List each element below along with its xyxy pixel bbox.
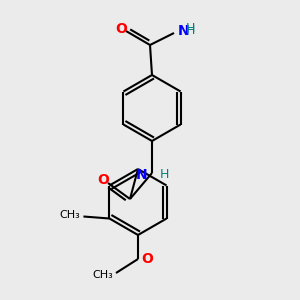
- Text: H: H: [186, 22, 195, 35]
- Text: CH₃: CH₃: [60, 211, 80, 220]
- Text: O: O: [97, 173, 109, 187]
- Text: O: O: [141, 252, 153, 266]
- Text: H: H: [186, 24, 195, 37]
- Text: O: O: [115, 22, 127, 36]
- Text: H: H: [160, 169, 169, 182]
- Text: N: N: [135, 168, 147, 182]
- Text: CH₃: CH₃: [92, 270, 113, 280]
- Text: N: N: [178, 24, 190, 38]
